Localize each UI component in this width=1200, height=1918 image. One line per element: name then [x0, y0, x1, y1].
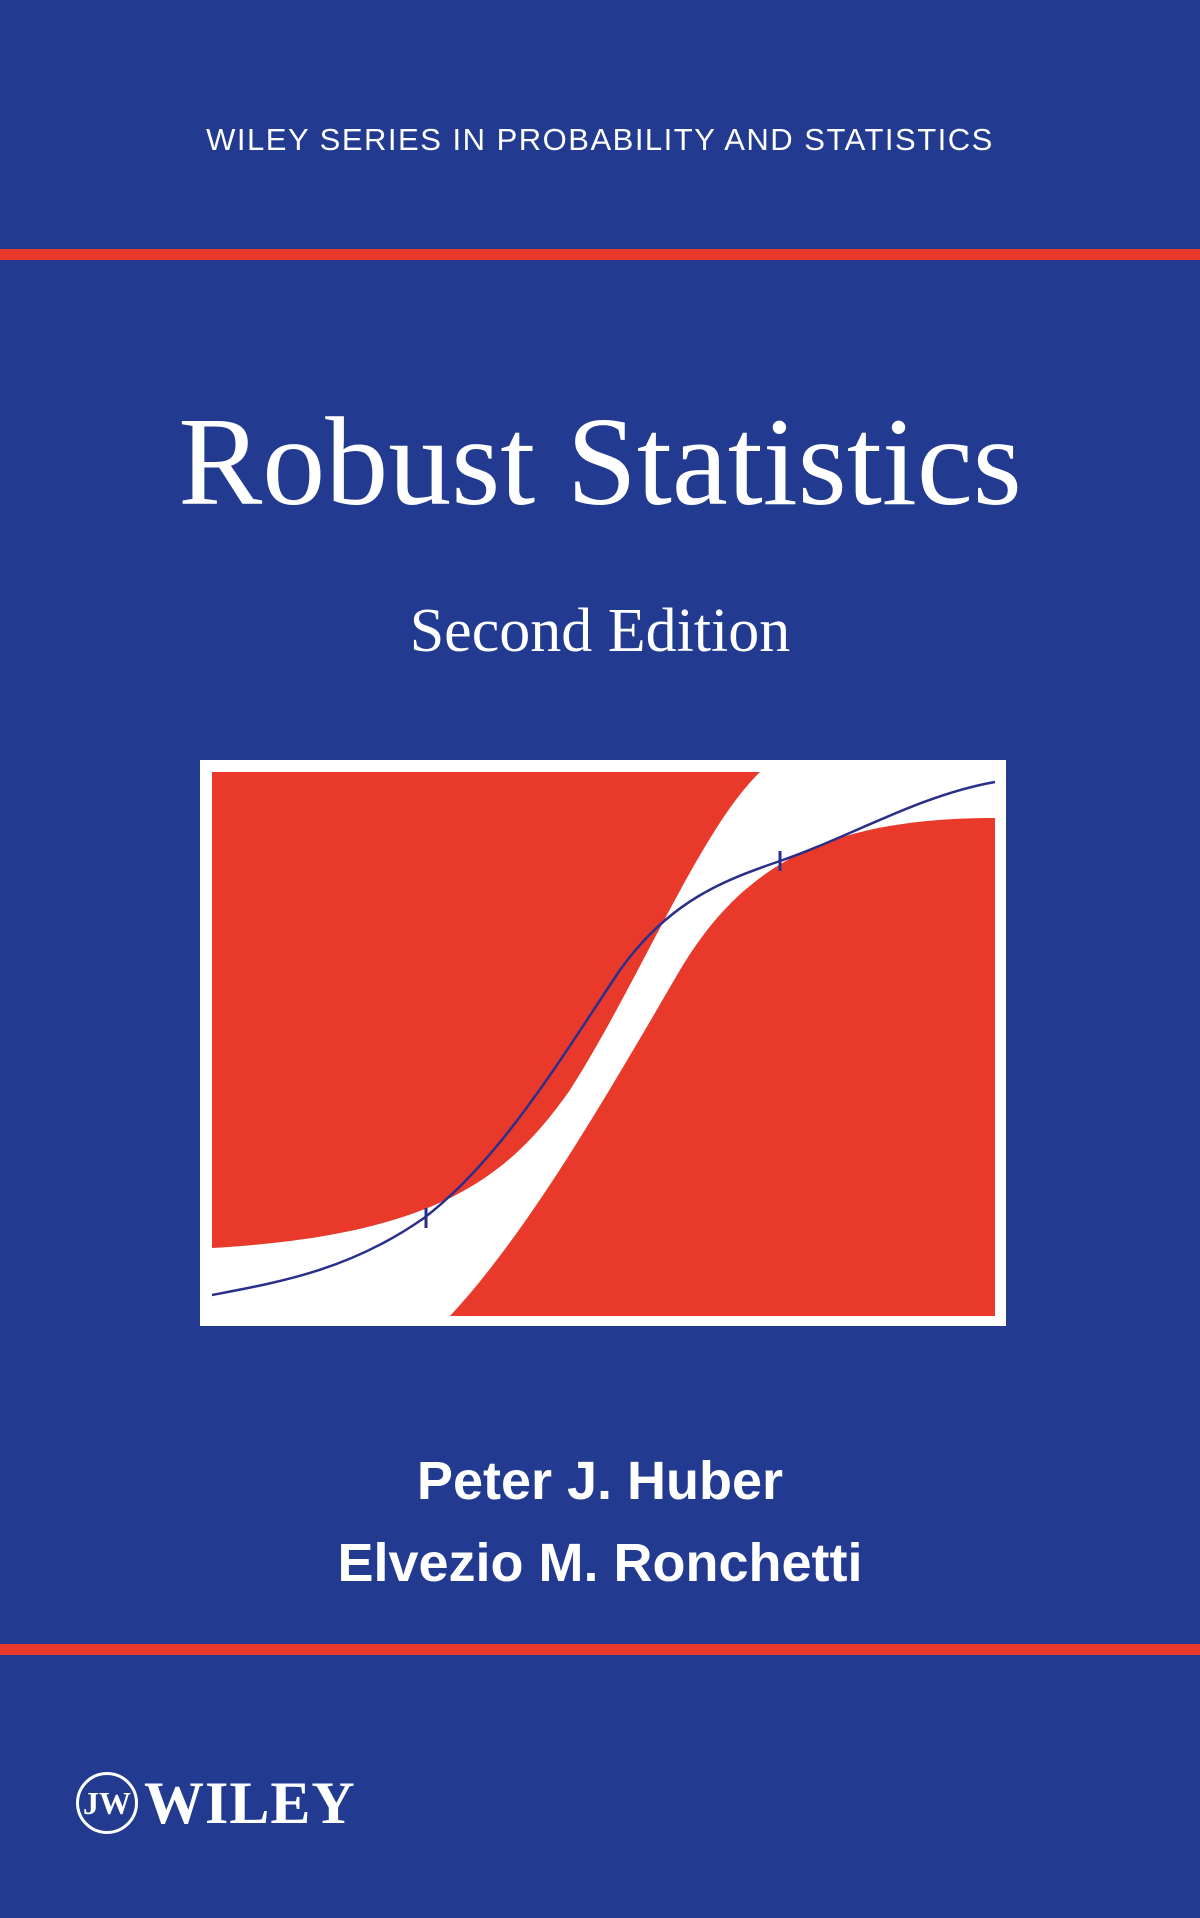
author-name: Elvezio M. Ronchetti [337, 1533, 863, 1593]
publisher-logo: JW WILEY [76, 1768, 356, 1838]
book-title: Robust Statistics [178, 393, 1022, 532]
bottom-divider [0, 1644, 1200, 1655]
publisher-name: WILEY [144, 1770, 356, 1836]
series-title: WILEY SERIES IN PROBABILITY AND STATISTI… [206, 122, 994, 157]
cover-figure [200, 760, 1006, 1326]
fitted-curve [211, 780, 996, 1297]
author-name: Peter J. Huber [416, 1451, 784, 1511]
upper-left-red-region [212, 772, 760, 1248]
top-divider [0, 249, 1200, 260]
wiley-logo-icon: JW [76, 1772, 138, 1834]
lower-right-red-region [450, 818, 995, 1316]
edition-label: Second Edition [409, 597, 791, 665]
sigmoid-band-illustration [200, 760, 1006, 1326]
